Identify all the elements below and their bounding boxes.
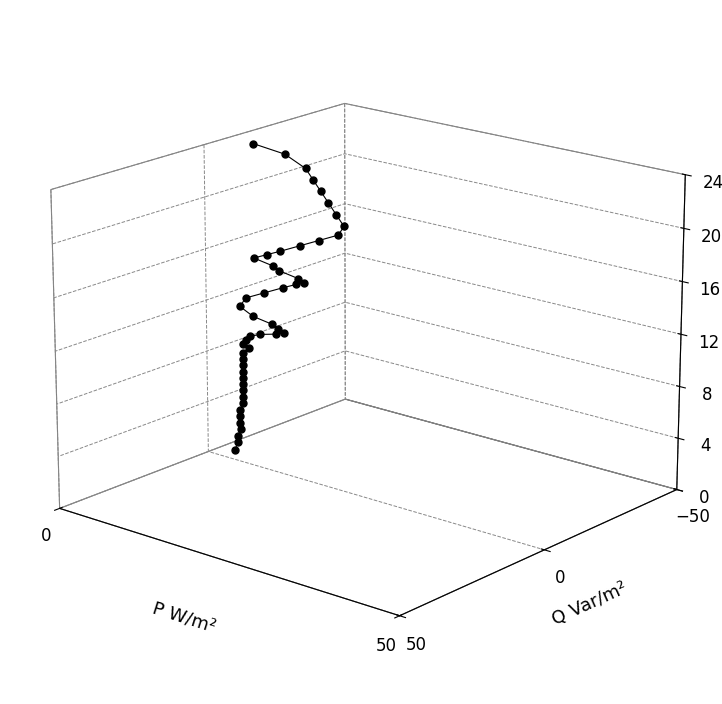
X-axis label: P W/m²: P W/m² — [150, 599, 218, 636]
Y-axis label: Q Var/m²: Q Var/m² — [549, 579, 630, 629]
